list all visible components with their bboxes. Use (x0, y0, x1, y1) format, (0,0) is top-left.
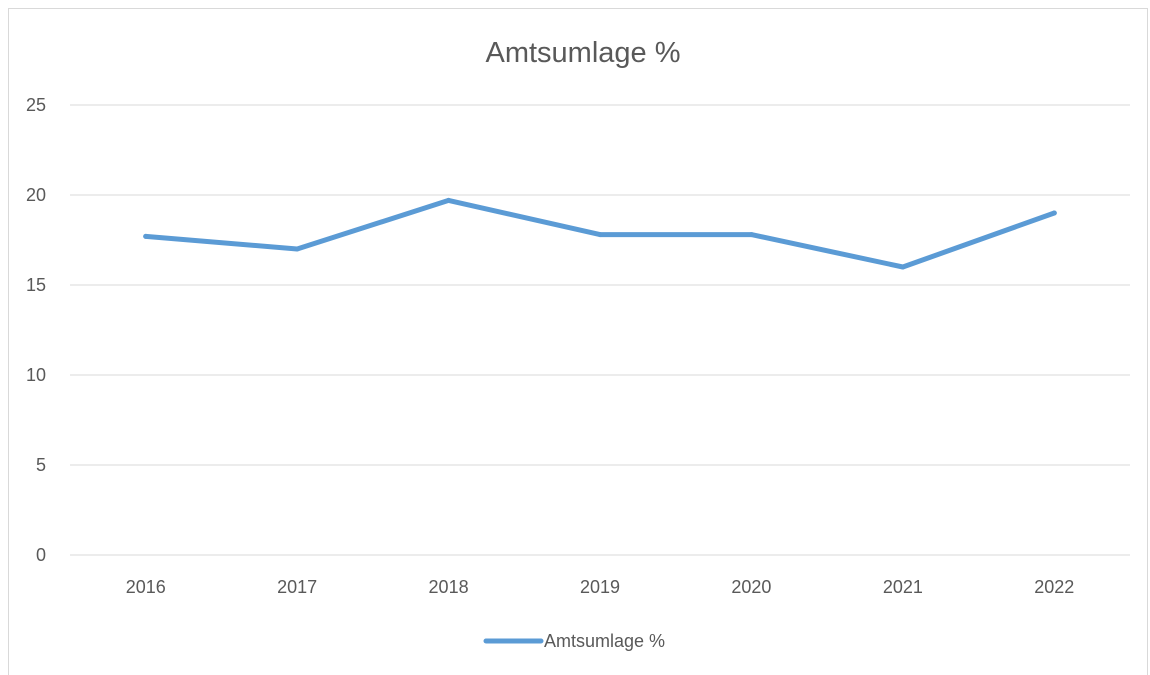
x-tick-label: 2022 (1034, 577, 1074, 597)
y-tick-label: 10 (26, 365, 46, 385)
x-tick-label: 2016 (126, 577, 166, 597)
y-tick-label: 20 (26, 185, 46, 205)
data-point (294, 246, 300, 252)
x-tick-label: 2019 (580, 577, 620, 597)
chart-title: Amtsumlage % (485, 37, 680, 69)
data-point (143, 233, 149, 239)
y-tick-label: 0 (36, 545, 46, 565)
data-point (1051, 210, 1057, 216)
legend: Amtsumlage % (483, 631, 665, 651)
x-tick-label: 2017 (277, 577, 317, 597)
data-point (900, 264, 906, 270)
x-tick-label: 2021 (883, 577, 923, 597)
x-tick-label: 2018 (429, 577, 469, 597)
series-layer (143, 197, 1057, 270)
x-tick-label: 2020 (731, 577, 771, 597)
y-tick-label: 15 (26, 275, 46, 295)
legend-label: Amtsumlage % (544, 631, 665, 651)
y-tick-label: 5 (36, 455, 46, 475)
chart-frame (8, 8, 1148, 675)
y-axis-ticks: 0 5 10 15 20 25 (26, 95, 46, 565)
data-point (597, 232, 603, 238)
gridlines (70, 104, 1130, 556)
data-point (446, 197, 452, 203)
data-point (748, 232, 754, 238)
x-axis-ticks: 2016 2017 2018 2019 2020 2021 2022 (126, 577, 1075, 597)
y-tick-label: 25 (26, 95, 46, 115)
